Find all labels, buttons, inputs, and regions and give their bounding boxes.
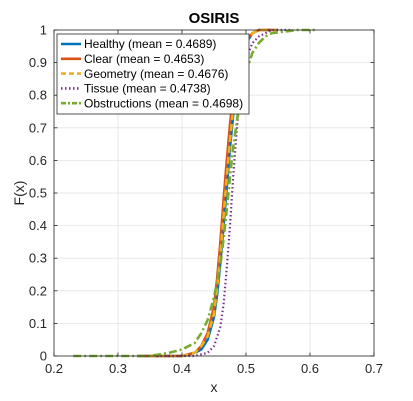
y-tick-label: 0.4 xyxy=(29,218,47,233)
x-axis-label: x xyxy=(211,379,218,395)
y-axis-ticks: 0 0.1 0.2 0.3 0.4 0.5 0.6 0.7 0.8 0.9 1 xyxy=(29,23,374,364)
x-tick-label: 0.4 xyxy=(173,361,191,376)
x-tick-label: 0.2 xyxy=(45,361,63,376)
y-tick-label: 0.6 xyxy=(29,153,47,168)
x-tick-label: 0.7 xyxy=(365,361,383,376)
legend-label: Clear (mean = 0.4653) xyxy=(84,52,204,66)
chart-title: OSIRIS xyxy=(189,10,240,27)
y-tick-label: 0 xyxy=(40,349,47,364)
series-line-5 xyxy=(73,28,317,358)
series-lines xyxy=(73,28,317,358)
y-tick-label: 0.2 xyxy=(29,283,47,298)
legend-box xyxy=(56,33,250,115)
y-tick-label: 0.5 xyxy=(29,186,47,201)
x-tick-label: 0.3 xyxy=(109,361,127,376)
x-axis-ticks: 0.2 0.3 0.4 0.5 0.6 0.7 xyxy=(45,30,383,376)
y-tick-label: 0.8 xyxy=(29,88,47,103)
y-tick-label: 0.3 xyxy=(29,251,47,266)
legend-label: Tissue (mean = 0.4738) xyxy=(84,82,211,96)
series-line-4 xyxy=(156,28,291,358)
legend-label: Geometry (mean = 0.4676) xyxy=(84,67,228,81)
series-line-3 xyxy=(137,28,278,358)
y-tick-label: 1 xyxy=(40,23,47,38)
y-axis-label: F(x) xyxy=(11,181,27,206)
x-tick-label: 0.6 xyxy=(301,361,319,376)
y-tick-label: 0.1 xyxy=(29,316,47,331)
legend-label: Obstructions (mean = 0.4698) xyxy=(84,96,243,110)
legend: Healthy (mean = 0.4689)Clear (mean = 0.4… xyxy=(56,33,250,115)
y-tick-label: 0.7 xyxy=(29,120,47,135)
legend-label: Healthy (mean = 0.4689) xyxy=(84,37,216,51)
y-tick-label: 0.9 xyxy=(29,55,47,70)
x-tick-label: 0.5 xyxy=(237,361,255,376)
